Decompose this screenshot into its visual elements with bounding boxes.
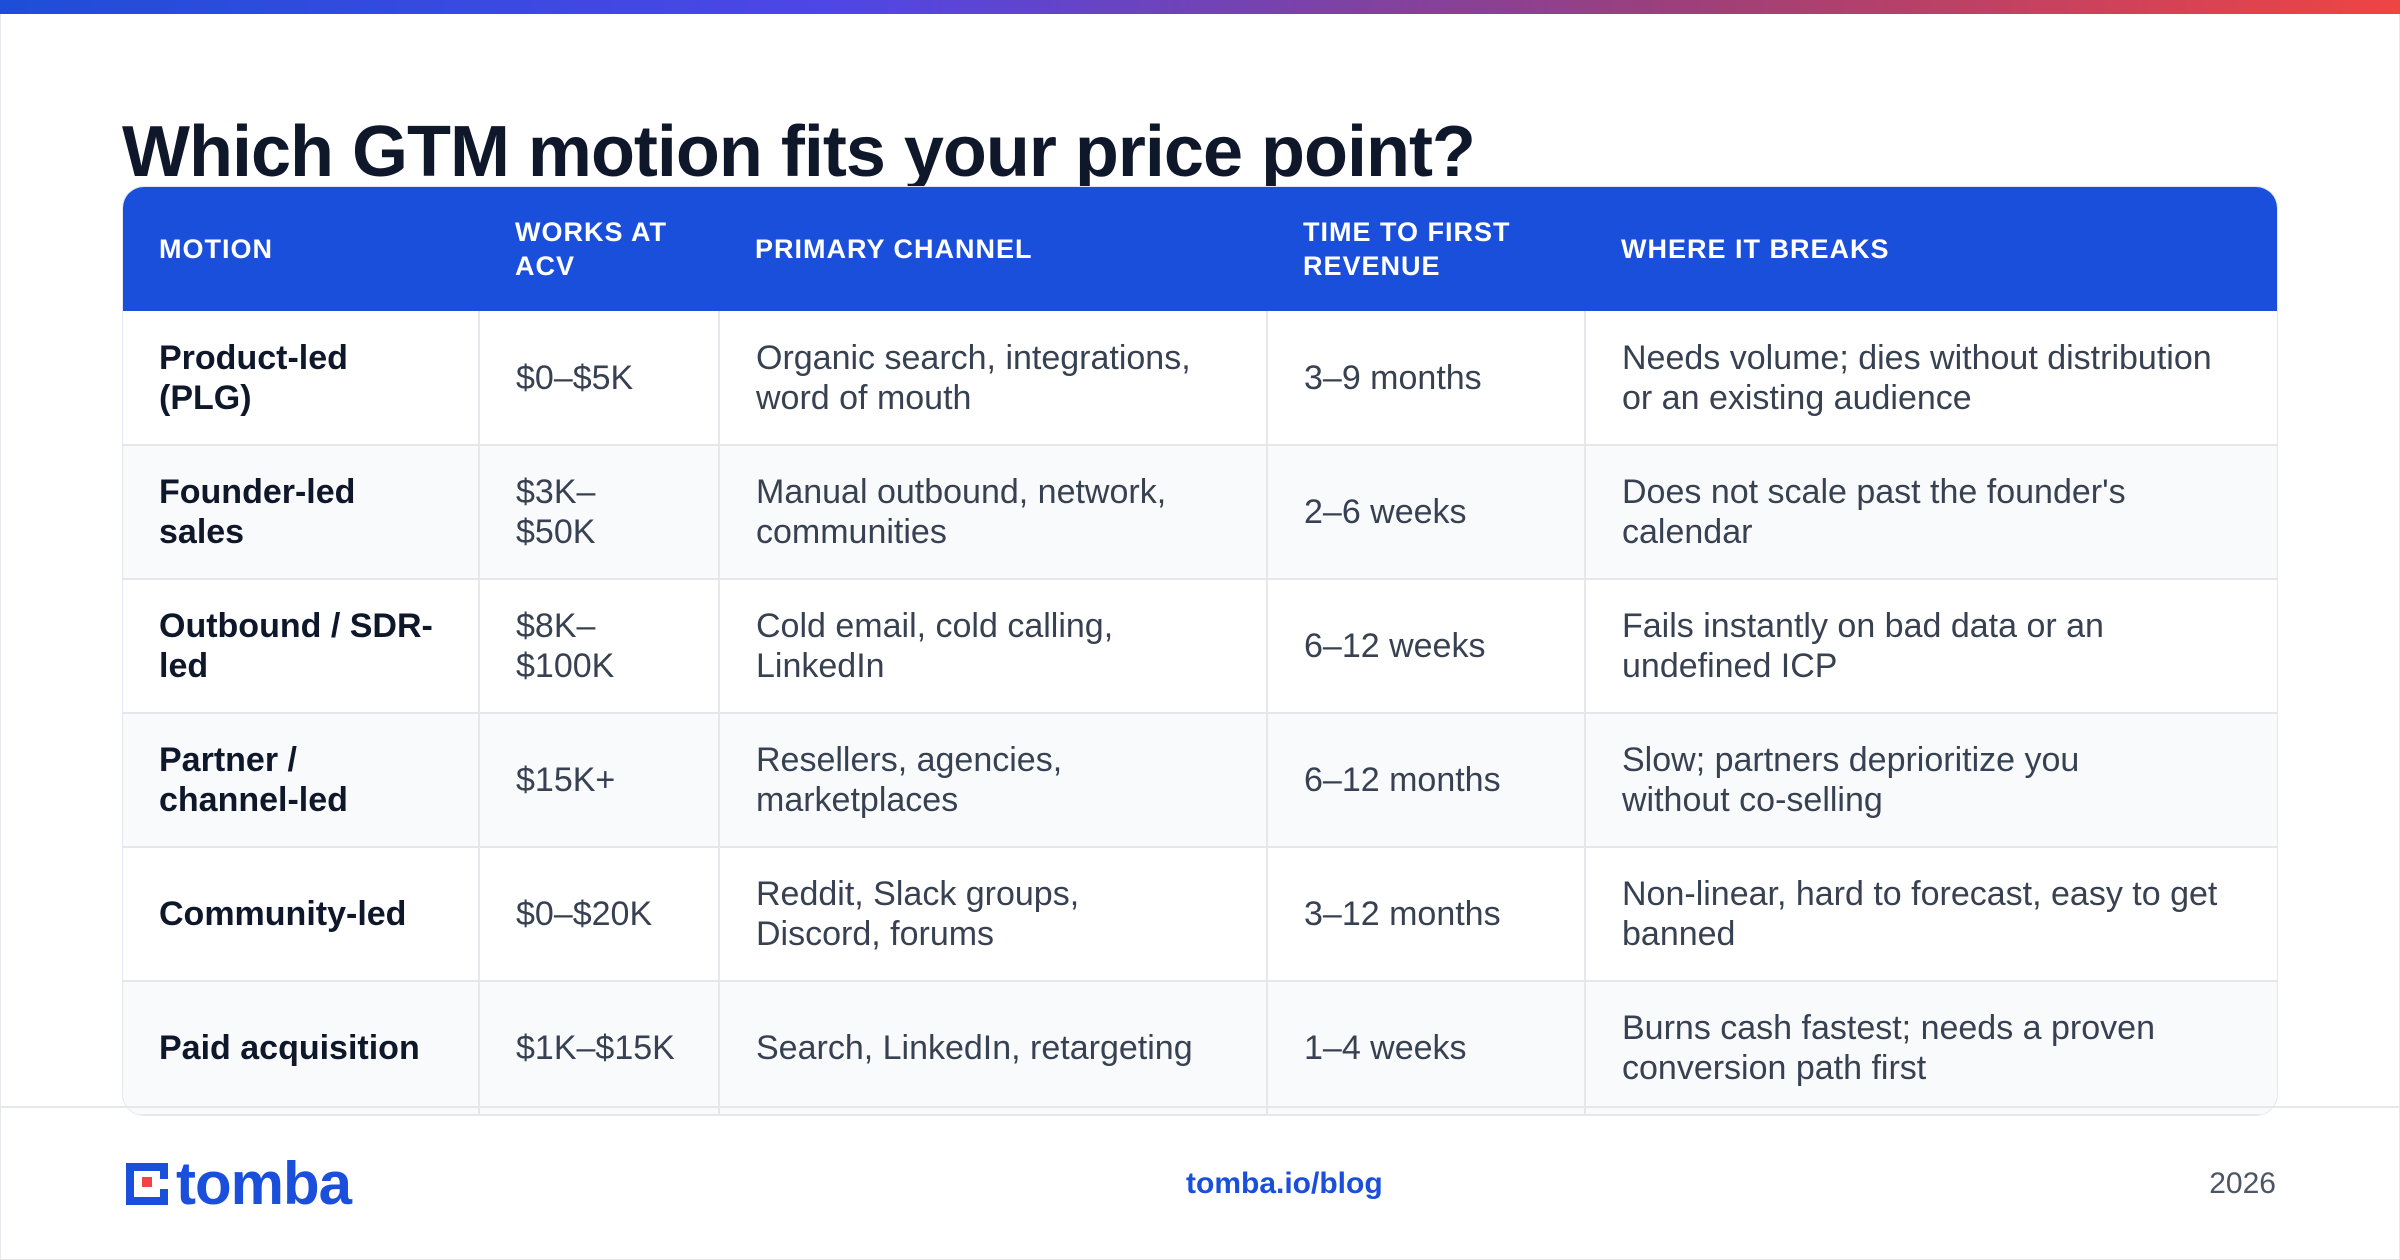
- cell-channel: Cold email, cold calling, LinkedIn: [719, 579, 1268, 714]
- table-row: Product-led (PLG) $0–$5K Organic search,…: [123, 311, 2277, 446]
- cell-time: 6–12 weeks: [1267, 579, 1586, 714]
- page-title: Which GTM motion fits your price point?: [122, 112, 1476, 192]
- cell-time: 3–9 months: [1267, 311, 1586, 446]
- cell-motion: Product-led (PLG): [123, 311, 480, 446]
- table-row: Community-led $0–$20K Reddit, Slack grou…: [123, 847, 2277, 982]
- table-row: Partner / channel-led $15K+ Resellers, a…: [123, 713, 2277, 848]
- blog-link[interactable]: tomba.io/blog: [1186, 1167, 1383, 1200]
- cell-channel: Search, LinkedIn, retargeting: [719, 981, 1268, 1115]
- cell-breaks: Fails instantly on bad data or an undefi…: [1585, 579, 2277, 714]
- footer-divider: [0, 1106, 2400, 1108]
- cell-motion: Community-led: [123, 847, 480, 982]
- cell-motion: Founder-led sales: [123, 445, 480, 580]
- gtm-table: MOTION WORKS AT ACV PRIMARY CHANNEL TIME…: [123, 187, 2277, 1115]
- cell-motion: Paid acquisition: [123, 981, 480, 1115]
- tomba-logo-icon: [122, 1159, 172, 1209]
- header-channel: PRIMARY CHANNEL: [755, 234, 1033, 264]
- table-header-row: MOTION WORKS AT ACV PRIMARY CHANNEL TIME…: [123, 187, 2277, 311]
- cell-breaks: Does not scale past the founder's calend…: [1585, 445, 2277, 580]
- header-breaks: WHERE IT BREAKS: [1621, 234, 1890, 264]
- cell-acv: $15K+: [479, 713, 720, 848]
- gtm-table-container: MOTION WORKS AT ACV PRIMARY CHANNEL TIME…: [122, 186, 2278, 1116]
- cell-acv: $3K–$50K: [479, 445, 720, 580]
- top-gradient-bar: [0, 0, 2400, 14]
- header-acv: WORKS AT ACV: [515, 217, 667, 281]
- cell-time: 2–6 weeks: [1267, 445, 1586, 580]
- cell-breaks: Non-linear, hard to forecast, easy to ge…: [1585, 847, 2277, 982]
- header-motion: MOTION: [159, 234, 273, 264]
- cell-motion: Partner / channel-led: [123, 713, 480, 848]
- table-row: Paid acquisition $1K–$15K Search, Linked…: [123, 981, 2277, 1115]
- cell-time: 6–12 months: [1267, 713, 1586, 848]
- cell-acv: $8K–$100K: [479, 579, 720, 714]
- header-time: TIME TO FIRST REVENUE: [1303, 217, 1511, 281]
- cell-breaks: Burns cash fastest; needs a proven conve…: [1585, 981, 2277, 1115]
- cell-channel: Reddit, Slack groups, Discord, forums: [719, 847, 1268, 982]
- table-row: Founder-led sales $3K–$50K Manual outbou…: [123, 445, 2277, 580]
- cell-breaks: Needs volume; dies without distribution …: [1585, 311, 2277, 446]
- cell-channel: Resellers, agencies, marketplaces: [719, 713, 1268, 848]
- cell-time: 3–12 months: [1267, 847, 1586, 982]
- logo-text: tomba: [176, 1150, 352, 1217]
- table-row: Outbound / SDR-led $8K–$100K Cold email,…: [123, 579, 2277, 714]
- cell-acv: $1K–$15K: [479, 981, 720, 1115]
- cell-channel: Organic search, integrations, word of mo…: [719, 311, 1268, 446]
- cell-time: 1–4 weeks: [1267, 981, 1586, 1115]
- cell-motion: Outbound / SDR-led: [123, 579, 480, 714]
- cell-channel: Manual outbound, network, communities: [719, 445, 1268, 580]
- cell-acv: $0–$20K: [479, 847, 720, 982]
- cell-breaks: Slow; partners deprioritize you without …: [1585, 713, 2277, 848]
- tomba-logo[interactable]: tomba: [122, 1150, 352, 1217]
- cell-acv: $0–$5K: [479, 311, 720, 446]
- footer-year: 2026: [2209, 1167, 2276, 1200]
